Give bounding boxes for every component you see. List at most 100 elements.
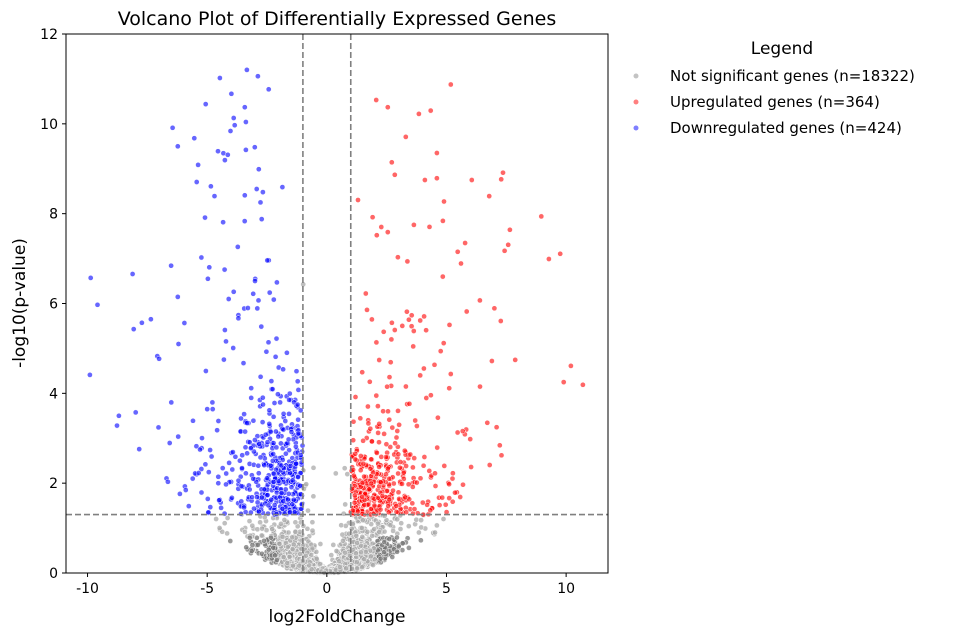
- point-downregulated: [238, 483, 245, 490]
- point-downregulated: [238, 498, 245, 505]
- point-downregulated: [279, 505, 286, 512]
- point-upregulated: [447, 81, 454, 88]
- point-upregulated: [386, 416, 393, 423]
- point-upregulated: [395, 470, 401, 477]
- point-upregulated: [410, 464, 416, 471]
- point-upregulated: [468, 177, 475, 183]
- point-not-significant: [302, 552, 309, 559]
- point-upregulated: [393, 434, 400, 441]
- point-upregulated: [417, 475, 424, 482]
- point-upregulated: [421, 365, 427, 372]
- point-upregulated: [411, 506, 418, 512]
- point-upregulated: [477, 383, 483, 390]
- point-not-significant: [292, 529, 299, 535]
- point-upregulated: [446, 322, 453, 328]
- point-downregulated: [285, 491, 292, 497]
- point-upregulated: [496, 442, 503, 449]
- point-not-significant: [338, 522, 345, 529]
- legend-marker-upregulated: [633, 99, 639, 105]
- point-downregulated: [222, 327, 228, 333]
- point-not-significant: [309, 545, 316, 552]
- point-upregulated: [380, 328, 387, 335]
- point-not-significant: [330, 542, 337, 548]
- point-downregulated: [295, 474, 301, 480]
- point-upregulated: [368, 480, 375, 487]
- point-downregulated: [235, 315, 242, 322]
- point-upregulated: [401, 447, 408, 454]
- point-downregulated: [297, 482, 303, 489]
- point-upregulated: [560, 379, 567, 385]
- point-downregulated: [241, 218, 248, 224]
- point-downregulated: [139, 319, 145, 326]
- point-upregulated: [432, 483, 439, 489]
- point-upregulated: [392, 440, 398, 447]
- point-upregulated: [426, 224, 433, 230]
- point-downregulated: [297, 407, 304, 414]
- point-not-significant: [255, 542, 261, 548]
- point-downregulated: [218, 505, 224, 511]
- point-not-significant: [249, 542, 256, 548]
- point-not-significant: [418, 524, 425, 531]
- point-upregulated: [431, 361, 438, 368]
- point-upregulated: [403, 463, 409, 469]
- point-downregulated: [293, 368, 300, 375]
- legend-marker-not-significant: [633, 73, 639, 79]
- point-not-significant: [280, 554, 287, 560]
- point-downregulated: [205, 509, 212, 516]
- point-upregulated: [391, 171, 398, 178]
- point-not-significant: [386, 536, 393, 542]
- point-downregulated: [267, 429, 274, 435]
- point-upregulated: [497, 318, 504, 324]
- point-downregulated: [230, 345, 237, 351]
- x-axis-ticks: -10 -5 0 5 10: [76, 573, 575, 597]
- point-downregulated: [259, 419, 266, 425]
- point-not-significant: [340, 537, 346, 544]
- point-not-significant: [317, 561, 323, 567]
- point-upregulated: [362, 290, 369, 297]
- point-not-significant: [390, 528, 396, 534]
- point-downregulated: [191, 135, 198, 142]
- point-downregulated: [230, 449, 236, 455]
- point-downregulated: [286, 447, 292, 453]
- point-not-significant: [344, 471, 351, 477]
- point-not-significant: [286, 553, 293, 560]
- point-downregulated: [282, 486, 289, 493]
- point-not-significant: [284, 560, 291, 566]
- point-upregulated: [389, 424, 396, 431]
- point-not-significant: [405, 523, 412, 529]
- point-downregulated: [221, 266, 228, 273]
- point-downregulated: [250, 475, 257, 482]
- point-not-significant: [224, 530, 230, 537]
- point-downregulated: [265, 510, 271, 517]
- point-upregulated: [427, 507, 434, 514]
- point-upregulated: [468, 464, 474, 470]
- point-not-significant: [272, 552, 278, 559]
- point-downregulated: [254, 305, 261, 312]
- point-not-significant: [332, 470, 339, 477]
- point-not-significant: [269, 526, 276, 532]
- point-upregulated: [399, 323, 406, 329]
- legend-label-downregulated: Downregulated genes (n=424): [670, 119, 902, 137]
- point-upregulated: [500, 169, 506, 176]
- point-downregulated: [166, 440, 173, 446]
- point-downregulated: [253, 186, 260, 192]
- point-downregulated: [265, 339, 272, 346]
- point-upregulated: [379, 493, 386, 499]
- point-downregulated: [257, 454, 264, 461]
- point-downregulated: [267, 462, 274, 469]
- point-not-significant: [416, 529, 422, 536]
- point-downregulated: [94, 301, 101, 308]
- point-downregulated: [293, 460, 299, 467]
- point-downregulated: [263, 348, 270, 355]
- point-not-significant: [274, 557, 280, 563]
- point-upregulated: [405, 481, 412, 488]
- point-not-significant: [290, 541, 297, 548]
- point-downregulated: [230, 115, 237, 121]
- point-upregulated: [359, 369, 366, 376]
- point-upregulated: [432, 470, 438, 477]
- point-upregulated: [375, 403, 381, 409]
- point-not-significant: [242, 529, 248, 535]
- point-downregulated: [228, 90, 235, 97]
- point-upregulated: [421, 313, 427, 320]
- point-downregulated: [175, 433, 182, 440]
